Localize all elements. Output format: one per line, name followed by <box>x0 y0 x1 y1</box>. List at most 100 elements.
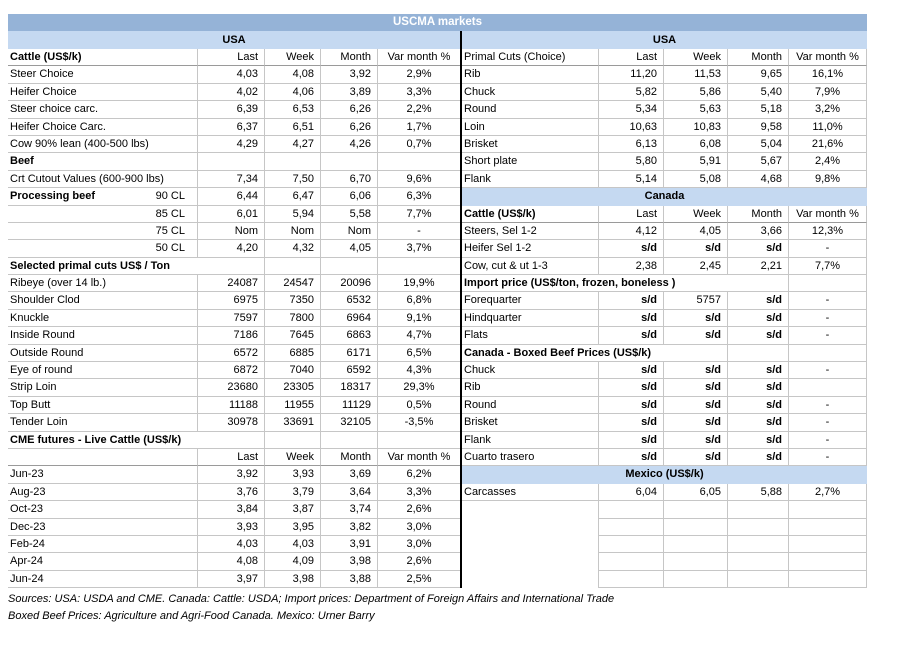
value-cell: 2,9% <box>377 66 460 84</box>
table-row <box>462 501 867 519</box>
row-label: Heifer Choice <box>8 84 197 102</box>
row-label: Cow, cut & ut 1-3 <box>462 258 598 276</box>
value-cell: 6,39 <box>197 101 264 119</box>
value-cell: s/d <box>663 309 727 328</box>
value-cell: Nom <box>197 222 264 241</box>
value-cell: - <box>788 362 867 380</box>
value-cell: 1,7% <box>377 118 460 136</box>
value-cell: 10,63 <box>598 118 663 136</box>
value-cell: 3,87 <box>264 501 320 519</box>
value-cell: 11188 <box>197 396 264 415</box>
value-cell: 4,09 <box>264 553 320 571</box>
row-label: Jun-23 <box>8 466 197 484</box>
value-cell: 3,74 <box>320 501 377 519</box>
value-cell: 23305 <box>264 379 320 397</box>
value-cell: 32105 <box>320 414 377 432</box>
value-cell: s/d <box>663 327 727 345</box>
value-cell <box>788 379 867 397</box>
row-label: Round <box>462 101 598 119</box>
empty-cell <box>788 275 867 293</box>
value-cell: s/d <box>663 396 727 415</box>
value-cell: - <box>788 448 867 467</box>
table-row: Cuarto trasero s/d s/d s/d - <box>462 448 867 467</box>
column-header: Month <box>727 205 788 223</box>
value-cell: 3,3% <box>377 83 460 102</box>
table-row: CME futures - Live Cattle (US$/k) <box>8 431 460 449</box>
row-label-text: Chuck <box>464 85 496 98</box>
row-label: Rib <box>462 379 598 397</box>
value-cell: s/d <box>663 379 727 397</box>
value-cell: - <box>788 309 867 328</box>
value-cell: 2,2% <box>377 101 460 119</box>
value-cell: s/d <box>598 414 663 432</box>
table-row: Flats s/d s/d s/d - <box>462 327 867 345</box>
value-cell: 4,27 <box>264 135 320 154</box>
column-header: Var month % <box>788 205 867 223</box>
value-cell: 6,05 <box>663 483 727 502</box>
value-cell: 7040 <box>264 362 320 380</box>
value-cell: 2,5% <box>377 570 460 589</box>
table-row: Knuckle 7597 7800 6964 9,1% <box>8 309 460 328</box>
row-label-text: Feb-24 <box>10 537 45 550</box>
row-label-text: Loin <box>464 120 485 133</box>
table-row: Shoulder Clod 6975 7350 6532 6,8% <box>8 292 460 310</box>
row-label-text: Cow, cut & ut 1-3 <box>464 259 548 272</box>
value-cell: 6,01 <box>197 205 264 223</box>
column-header: Month <box>727 49 788 67</box>
value-cell: 5757 <box>663 292 727 310</box>
value-cell: 5,04 <box>727 135 788 154</box>
row-label: Flank <box>462 432 598 449</box>
value-cell: 6572 <box>197 344 264 363</box>
row-label-text: Flank <box>464 172 491 185</box>
row-label: Cattle (US$/k) <box>462 206 598 223</box>
value-cell: 4,08 <box>197 553 264 571</box>
value-cell: - <box>788 292 867 310</box>
value-cell: s/d <box>598 448 663 467</box>
table-row: Outside Round 6572 6885 6171 6,5% <box>8 344 460 363</box>
row-label-text: Chuck <box>464 364 496 377</box>
empty-cell <box>788 535 867 554</box>
row-label-text: Jun-24 <box>10 572 44 585</box>
row-label-text: Flank <box>464 433 491 446</box>
row-label: Chuck <box>462 84 598 102</box>
row-label-text: Tender Loin <box>10 416 68 429</box>
row-sublabel: 50 CL <box>155 242 185 255</box>
table-row <box>462 535 867 554</box>
row-label: Crt Cutout Values (600-900 lbs) <box>8 171 197 189</box>
table-row: Heifer Sel 1-2 s/d s/d s/d - <box>462 240 867 258</box>
region-band: USA <box>462 31 867 49</box>
value-cell: 2,21 <box>727 257 788 276</box>
row-label-text: Heifer Sel 1-2 <box>464 242 532 255</box>
row-label: 75 CL <box>8 223 197 241</box>
table-row <box>462 518 867 536</box>
value-cell: 3,82 <box>320 518 377 536</box>
row-label-text: Strip Loin <box>10 381 57 394</box>
row-label: Heifer Choice Carc. <box>8 119 197 136</box>
empty-cell <box>598 570 663 589</box>
value-cell: 7800 <box>264 309 320 328</box>
column-header: Var month % <box>788 49 867 67</box>
value-cell: 7,7% <box>377 205 460 223</box>
value-cell: 4,68 <box>727 170 788 189</box>
row-label: Tender Loin <box>8 414 197 432</box>
table-row: Cow 90% lean (400-500 lbs) 4,29 4,27 4,26 0,… <box>8 135 460 154</box>
value-cell: s/d <box>598 396 663 415</box>
table-row: Cattle (US$/k) Last Week Month Var month % <box>462 205 867 223</box>
value-cell: 6,53 <box>264 101 320 119</box>
value-cell: 6,26 <box>320 118 377 136</box>
value-cell: 5,40 <box>727 83 788 102</box>
empty-cell <box>598 501 663 519</box>
value-cell: 6,8% <box>377 292 460 310</box>
value-cell: 19,9% <box>377 275 460 293</box>
empty-cell <box>727 518 788 536</box>
column-header: Last <box>197 448 264 467</box>
table-row: Crt Cutout Values (600-900 lbs) 7,34 7,50 6… <box>8 170 460 189</box>
value-cell: 3,88 <box>320 570 377 589</box>
value-cell: 9,1% <box>377 309 460 328</box>
value-cell: 3,91 <box>320 535 377 554</box>
value-cell: 5,18 <box>727 101 788 119</box>
value-cell: - <box>788 240 867 258</box>
table-row: Tender Loin 30978 33691 32105 -3,5% <box>8 414 460 432</box>
value-cell: 3,92 <box>320 66 377 84</box>
uscma-markets-report: USCMA markets USA Cattle (US$/k) Last Week M… <box>8 14 867 624</box>
